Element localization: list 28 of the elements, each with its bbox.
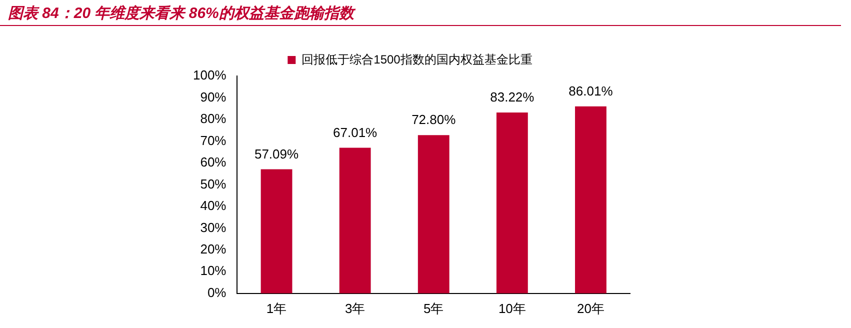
x-tick-label: 10年 <box>498 300 526 316</box>
y-tick-label: 0% <box>207 284 227 300</box>
data-label: 83.22% <box>490 90 535 105</box>
data-label: 57.09% <box>254 146 300 162</box>
y-tick-label: 40% <box>200 198 227 214</box>
data-label: 86.01% <box>568 83 614 98</box>
y-tick-label: 100% <box>193 68 227 83</box>
data-label: 67.01% <box>333 124 378 140</box>
y-tick-label: 70% <box>200 132 227 148</box>
bar <box>575 106 606 294</box>
y-tick-label: 20% <box>200 242 227 256</box>
y-tick-label: 80% <box>200 111 227 126</box>
y-tick-label: 60% <box>200 154 227 170</box>
x-tick-label: 5年 <box>424 300 444 316</box>
x-tick-label: 20年 <box>576 300 604 316</box>
x-tick-label: 3年 <box>344 300 366 316</box>
x-tick-label: 1年 <box>266 300 287 316</box>
data-label: 72.80% <box>412 112 456 128</box>
y-tick-label: 50% <box>200 176 227 192</box>
bar <box>418 135 450 294</box>
bar <box>260 169 292 294</box>
bar <box>496 112 528 294</box>
y-tick-label: 30% <box>200 220 227 235</box>
bar <box>339 148 371 294</box>
y-tick-label: 90% <box>200 89 227 104</box>
y-tick-label: 10% <box>200 263 227 278</box>
chart-title: 图表 84：20 年维度来看来 86%的权益基金跑输指数 <box>0 0 841 26</box>
legend-label: 回报低于综合1500指数的国内权益基金比重 <box>302 52 532 66</box>
